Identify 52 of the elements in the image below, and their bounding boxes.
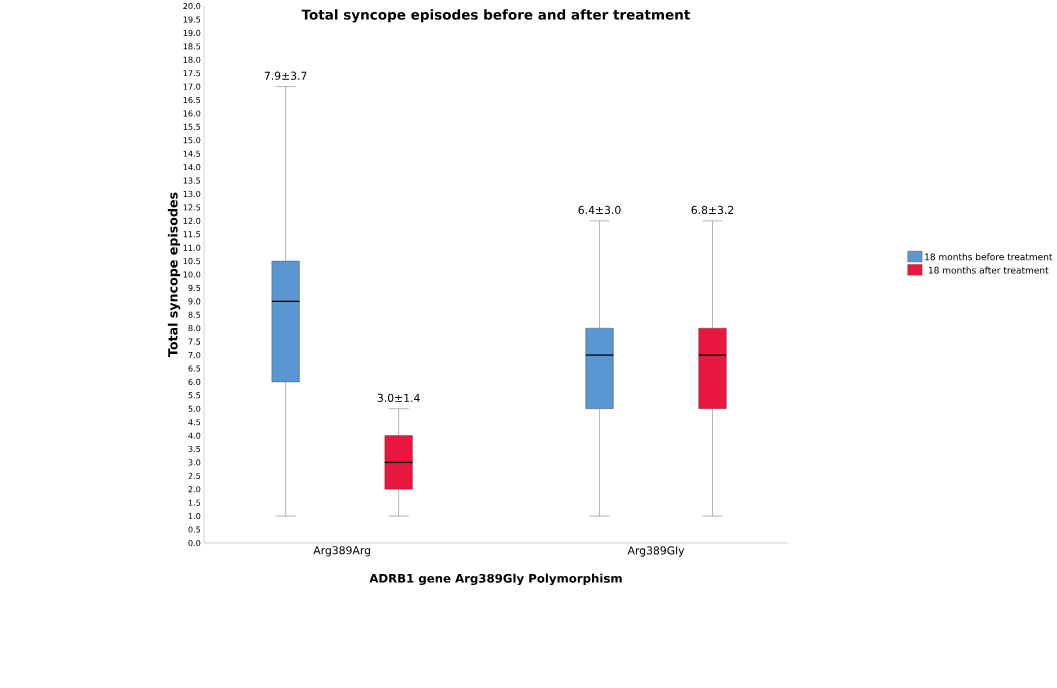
x-axis-title: ADRB1 gene Arg389Gly Polymorphism (369, 573, 622, 586)
y-tick-label: 8.0 (188, 325, 201, 332)
y-axis-title: Total syncope episodes (167, 192, 181, 358)
x-tick-label: Arg389Arg (313, 546, 371, 557)
y-tick-label: 5.5 (188, 392, 201, 399)
y-tick-label: 9.5 (188, 284, 201, 292)
y-tick-label: 14.5 (183, 150, 201, 157)
y-tick-label: 17.0 (183, 83, 201, 90)
y-tick-label: 1.0 (188, 513, 201, 520)
y-tick-label: 2.0 (188, 486, 201, 493)
y-tick-label: 20.0 (183, 3, 201, 10)
y-tick-label: 15.5 (183, 123, 201, 130)
annotation: 6.8±3.2 (691, 205, 734, 215)
chart-title: Total syncope episodes before and after treatment (301, 9, 691, 23)
y-tick-label: 16.0 (183, 110, 201, 117)
annotation: 6.4±3.0 (578, 205, 621, 215)
y-tick-label: 11.0 (183, 244, 201, 251)
y-tick-label: 11.5 (183, 231, 201, 238)
y-tick-label: 8.5 (188, 311, 201, 318)
y-tick-label: 10.5 (183, 258, 201, 265)
x-tick-label: Arg389Gly (627, 546, 685, 557)
legend-label: 18 months before treatment (925, 253, 1053, 261)
y-tick-label: 1.5 (188, 499, 201, 506)
y-tick-label: 12.5 (183, 204, 201, 211)
y-tick-label: 4.0 (188, 432, 201, 439)
y-tick-label: 16.5 (183, 96, 201, 104)
legend-label: 18 months after treatment (928, 266, 1049, 274)
y-tick-label: 14.0 (183, 164, 201, 171)
y-tick-label: 6.5 (188, 365, 201, 372)
y-tick-label: 4.5 (188, 419, 201, 426)
y-tick-label: 18.0 (183, 56, 201, 63)
y-tick-label: 0.5 (188, 526, 201, 533)
y-tick-label: 2.5 (188, 472, 201, 479)
y-tick-label: 17.5 (183, 70, 201, 77)
y-tick-label: 18.5 (183, 43, 201, 50)
y-tick-label: 19.5 (183, 16, 201, 23)
y-tick-label: 12.0 (183, 217, 201, 224)
y-tick-label: 7.5 (188, 338, 201, 345)
y-tick-label: 15.0 (183, 137, 201, 144)
y-tick-label: 0.0 (188, 539, 201, 547)
y-tick-label: 10.0 (183, 271, 201, 278)
y-tick-label: 13.5 (183, 177, 201, 184)
y-tick-label: 3.0 (188, 459, 201, 466)
annotation: 3.0±1.4 (377, 393, 420, 402)
y-tick-label: 3.5 (188, 445, 201, 453)
y-tick-label: 13.0 (183, 190, 201, 198)
y-tick-label: 7.0 (188, 352, 201, 359)
y-tick-label: 5.0 (188, 405, 201, 412)
y-tick-label: 6.0 (188, 378, 201, 386)
y-tick-label: 19.0 (183, 29, 201, 37)
y-tick-label: 9.0 (188, 298, 201, 305)
annotation: 7.9±3.7 (264, 71, 307, 80)
